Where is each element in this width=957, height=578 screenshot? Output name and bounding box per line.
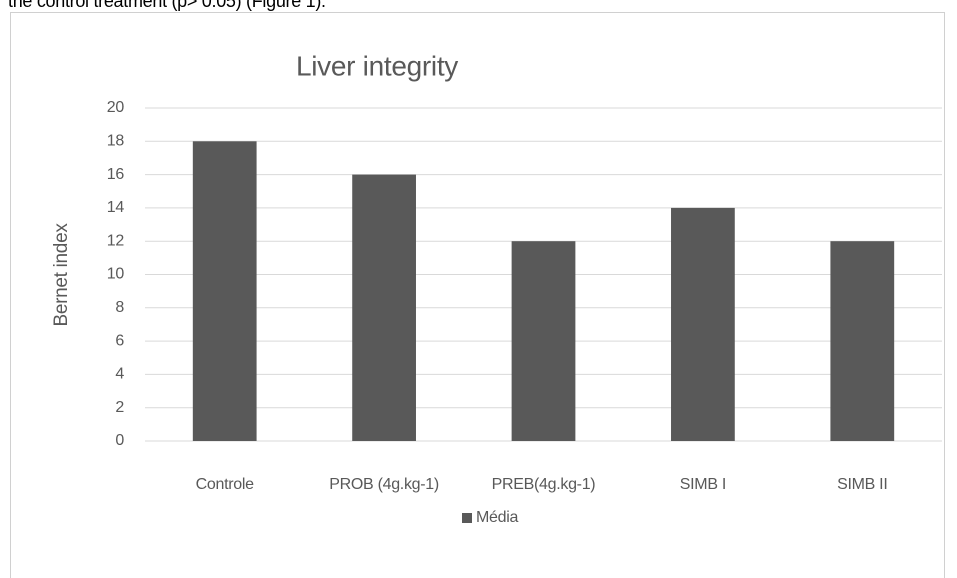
legend-label: Média — [476, 509, 518, 526]
y-tick-label: 10 — [107, 266, 125, 283]
x-tick-label: SIMB II — [837, 476, 887, 493]
bar — [830, 241, 895, 441]
y-tick-label: 18 — [107, 133, 125, 150]
x-tick-label: SIMB I — [680, 476, 726, 493]
x-tick-label: PREB(4g.kg-1) — [492, 476, 596, 493]
x-tick-label: PROB (4g.kg-1) — [329, 476, 439, 493]
chart-frame — [10, 12, 945, 578]
bar — [352, 174, 416, 441]
x-tick-label: Controle — [196, 476, 254, 493]
y-tick-label: 0 — [115, 432, 124, 449]
bar — [192, 141, 257, 442]
page-text: the control treatment (p> 0.05) (Figure … — [8, 0, 326, 11]
y-tick-label: 4 — [115, 366, 124, 383]
y-tick-label: 12 — [107, 232, 125, 249]
y-tick-label: 16 — [107, 166, 125, 183]
y-tick-label: 20 — [107, 99, 125, 116]
y-tick-label: 2 — [115, 399, 124, 416]
y-tick-label: 8 — [115, 299, 124, 316]
y-axis-label: Bernet index — [51, 223, 72, 327]
bar — [511, 241, 576, 441]
y-tick-label: 14 — [107, 199, 125, 216]
y-tick-label: 6 — [115, 332, 124, 349]
bar — [671, 207, 735, 441]
chart-title: Liver integrity — [296, 50, 458, 81]
legend-swatch — [462, 513, 472, 523]
